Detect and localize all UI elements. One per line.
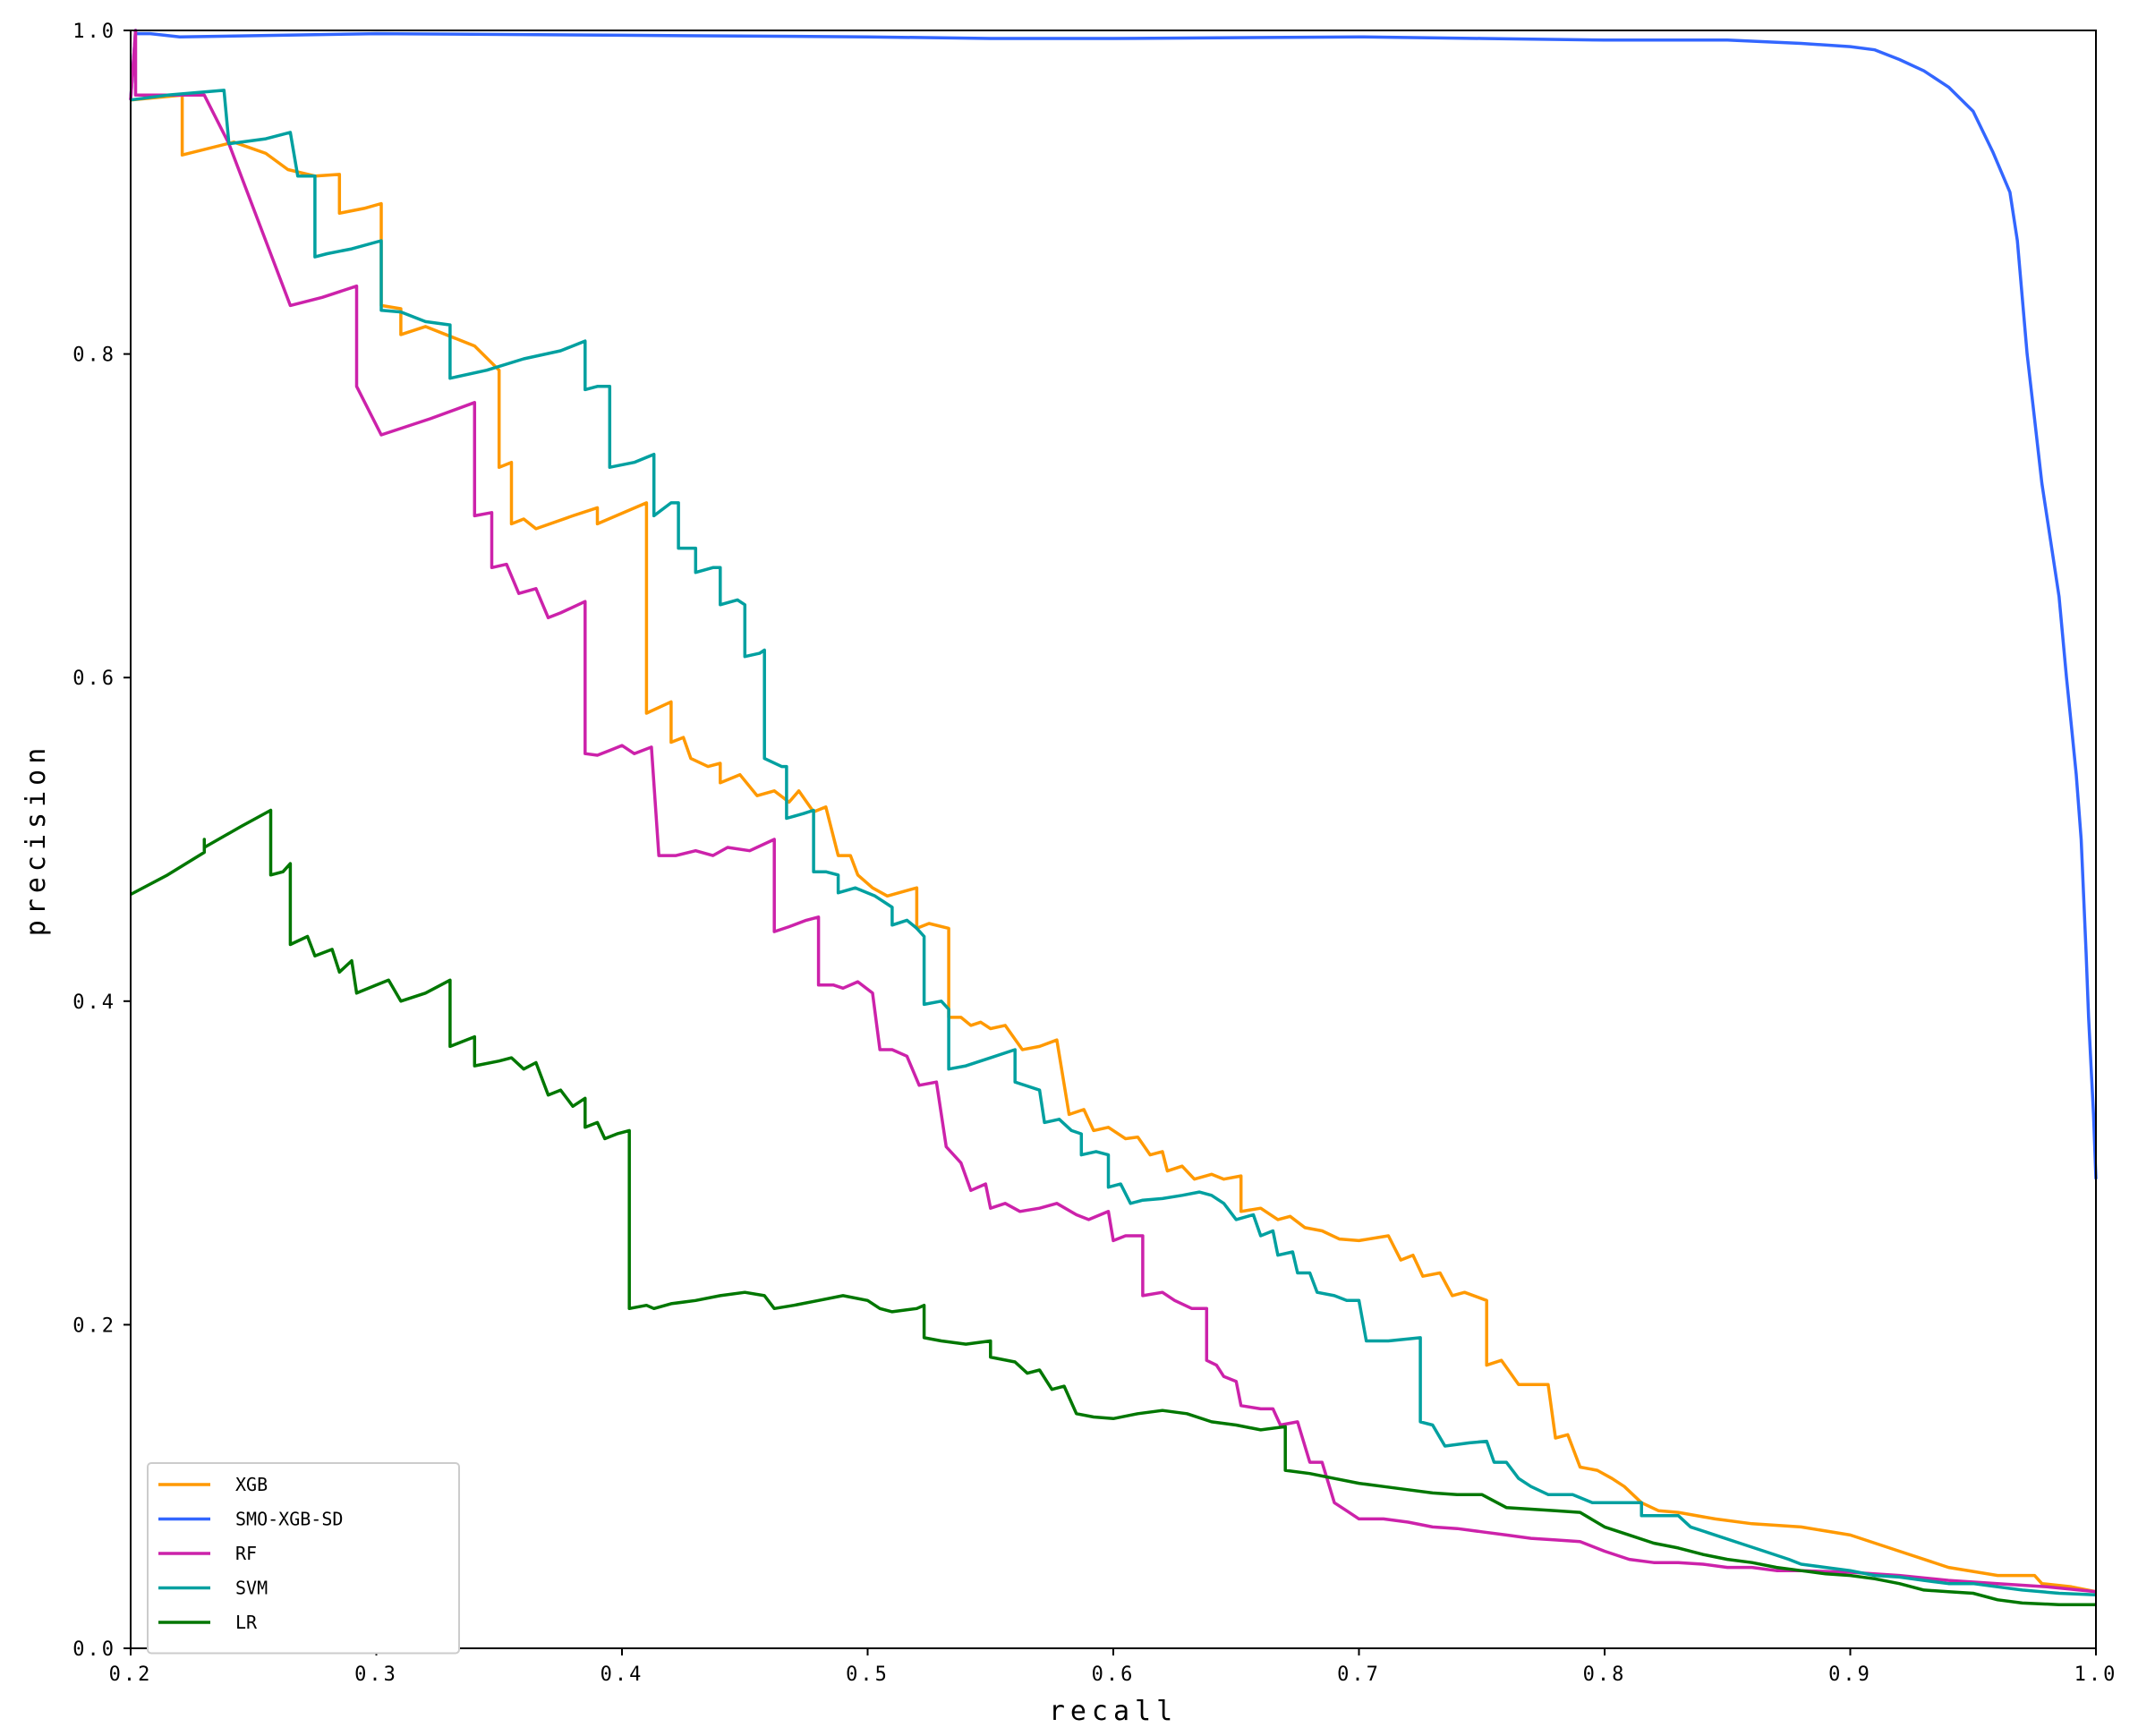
legend-label-smo-xgb-sd: SMO-XGB-SD <box>235 1509 343 1530</box>
x-axis-label: recall <box>1049 1696 1178 1727</box>
series-line-rf <box>129 29 2097 1594</box>
legend-label-lr: LR <box>235 1612 258 1633</box>
x-tick-label: 0.2 <box>109 1664 153 1686</box>
series-line-smo-xgb-sd <box>129 29 2098 1179</box>
ticks-layer: 0.2 0.3 0.4 0.5 0.6 0.7 0.8 0.9 1.0 0.0 0.2 0.4 0.6 0… <box>72 21 2118 1686</box>
x-tick-label: 0.4 <box>601 1664 644 1686</box>
series-line-xgb <box>130 93 2097 1594</box>
legend-label-svm: SVM <box>235 1578 268 1599</box>
y-axis-label: precision <box>21 743 52 937</box>
x-tick-label: 0.5 <box>846 1664 890 1686</box>
series-line-lr <box>130 808 2096 1606</box>
legend-label-xgb: XGB <box>235 1474 268 1495</box>
x-tick-label: 0.3 <box>354 1664 398 1686</box>
x-tick-label: 0.8 <box>1583 1664 1627 1686</box>
y-tick-label: 0.8 <box>72 345 116 367</box>
x-tick-label: 0.7 <box>1337 1664 1381 1686</box>
y-tick-label: 1.0 <box>72 21 116 43</box>
x-tick-label: 0.9 <box>1828 1664 1872 1686</box>
y-tick-label: 0.4 <box>72 991 116 1014</box>
y-tick-label: 0.0 <box>72 1638 116 1661</box>
legend-label-rf: RF <box>235 1543 257 1564</box>
x-tick-label: 0.6 <box>1092 1664 1136 1686</box>
x-tick-label: 1.0 <box>2074 1664 2118 1686</box>
series-line-svm <box>130 89 2097 1597</box>
legend-box <box>147 1462 460 1655</box>
legend: XGB SMO-XGB-SD RF SVM LR <box>147 1462 460 1655</box>
series-layer <box>129 29 2098 1606</box>
y-tick-label: 0.6 <box>72 668 116 690</box>
y-tick-label: 0.2 <box>72 1315 116 1337</box>
